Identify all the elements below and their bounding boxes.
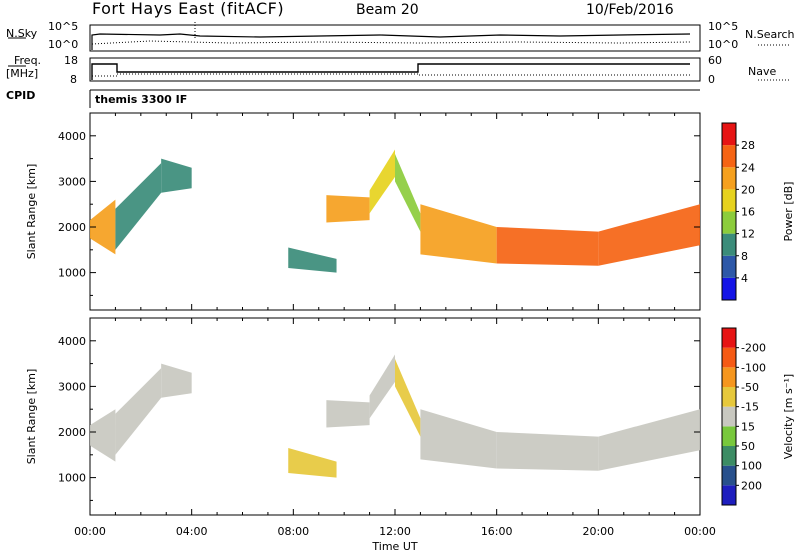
velocity-ylabel: Slant Range [km] (25, 369, 38, 465)
velocity-colorbar-segment (722, 466, 736, 486)
power-region-4 (326, 195, 369, 222)
power-colorbar-label: 20 (741, 183, 755, 196)
power-colorbar-label: 8 (741, 250, 748, 263)
velocity-colorbar-segment (722, 485, 736, 505)
velocity-colorbar-segment (722, 387, 736, 407)
power-colorbar-label: 24 (741, 161, 755, 174)
time-axis-tick-label: 12:00 (379, 525, 411, 538)
power-colorbar-segment (722, 123, 736, 145)
time-axis-tick-label: 00:00 (684, 525, 716, 538)
power-ytick-label: 3000 (58, 175, 86, 188)
velocity-colorbar-segment (722, 328, 736, 348)
power-colorbar-segment (722, 167, 736, 189)
power-colorbar-title: Power [dB] (782, 182, 795, 242)
velocity-region-4 (326, 400, 369, 427)
nave-trace (92, 74, 690, 76)
power-colorbar-segment (722, 212, 736, 234)
velocity-ytick-label: 3000 (58, 380, 86, 393)
freq-panel-frame (90, 58, 700, 81)
velocity-colorbar-label: 15 (741, 420, 755, 433)
velocity-plot-frame (90, 318, 700, 515)
power-panel: 1000 2000 3000 4000 Slant Range [km] 4 8 12 16 20… (25, 113, 795, 310)
velocity-colorbar-label: -50 (741, 381, 759, 394)
velocity-colorbar-label: -200 (741, 342, 766, 355)
power-ylabel: Slant Range [km] (25, 164, 38, 260)
velocity-colorbar-label: 200 (741, 479, 762, 492)
power-plot-frame (90, 113, 700, 310)
time-axis: 00:00 04:00 08:00 12:00 16:00 20:00 00:00 Time … (74, 525, 716, 553)
nsearch-trace (92, 41, 690, 44)
power-colorbar-segment (722, 256, 736, 278)
power-colorbar-label: 4 (741, 272, 748, 285)
velocity-colorbar-segment (722, 426, 736, 446)
power-colorbar-label: 16 (741, 206, 755, 219)
velocity-colorbar-segment (722, 348, 736, 368)
power-colorbar-label: 12 (741, 228, 755, 241)
power-colorbar-segment (722, 234, 736, 256)
velocity-ytick-label: 1000 (58, 472, 86, 485)
velocity-ytick-label: 2000 (58, 426, 86, 439)
time-axis-label: Time UT (371, 540, 417, 553)
velocity-colorbar-segment (722, 367, 736, 387)
velocity-region-8 (497, 432, 599, 471)
time-axis-tick-label: 16:00 (481, 525, 513, 538)
power-colorbar-segment (722, 189, 736, 211)
time-axis-tick-label: 04:00 (176, 525, 208, 538)
power-colorbar-segment (722, 278, 736, 300)
power-ytick-label: 1000 (58, 267, 86, 280)
power-colorbar-segment (722, 145, 736, 167)
nsky-trace (92, 34, 690, 50)
velocity-colorbar-label: 100 (741, 460, 762, 473)
velocity-colorbar-segment (722, 446, 736, 466)
power-colorbar-label: 28 (741, 139, 755, 152)
time-axis-tick-label: 00:00 (74, 525, 106, 538)
velocity-colorbar-label: -100 (741, 361, 766, 374)
velocity-ytick-label: 4000 (58, 335, 86, 348)
time-axis-tick-label: 08:00 (277, 525, 309, 538)
top-panels (8, 22, 790, 108)
velocity-panel: 1000 2000 3000 4000 Slant Range [km] 200 100 50… (25, 318, 795, 515)
velocity-colorbar-label: -15 (741, 401, 759, 414)
velocity-colorbar-segment (722, 407, 736, 427)
nsky-panel-frame (90, 25, 700, 51)
velocity-colorbar-title: Velocity [m s⁻¹] (782, 374, 795, 459)
rti-chart-svg: 1000 2000 3000 4000 Slant Range [km] 4 8 12 16 20… (0, 0, 800, 554)
velocity-colorbar-label: 50 (741, 440, 755, 453)
power-region-8 (497, 227, 599, 266)
power-ytick-label: 4000 (58, 130, 86, 143)
rti-plot-figure: Fort Hays East (fitACF) Beam 20 10/Feb/2… (0, 0, 800, 554)
freq-trace (92, 64, 690, 80)
power-ytick-label: 2000 (58, 221, 86, 234)
time-axis-tick-label: 20:00 (582, 525, 614, 538)
